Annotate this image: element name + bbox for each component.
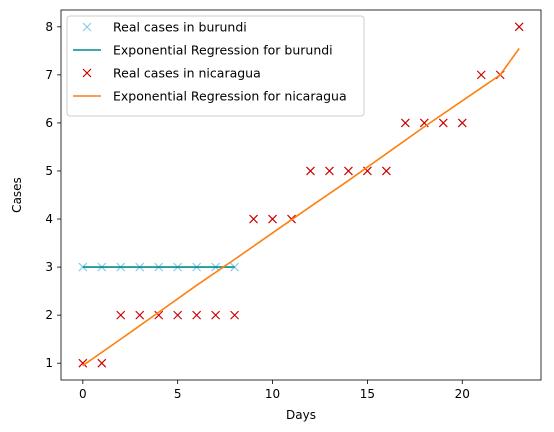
- data-point: [476, 70, 486, 80]
- series-3: [82, 47, 520, 367]
- data-point: [192, 310, 202, 320]
- data-point: [135, 310, 145, 320]
- y-tick-label: 8: [45, 20, 53, 34]
- legend-label: Exponential Regression for burundi: [113, 43, 333, 58]
- data-point: [173, 310, 183, 320]
- data-point: [438, 118, 448, 128]
- data-point: [211, 310, 221, 320]
- data-point: [249, 214, 258, 224]
- y-axis-label: Cases: [10, 177, 24, 213]
- data-point: [306, 166, 315, 176]
- data-point: [344, 166, 353, 176]
- data-point: [116, 310, 126, 320]
- x-tick-label: 20: [455, 387, 470, 401]
- y-tick-label: 4: [45, 212, 53, 226]
- legend-item: Real cases in nicaragua: [82, 66, 261, 81]
- y-tick-label: 5: [45, 164, 53, 178]
- data-point: [381, 166, 391, 176]
- legend-item: Real cases in burundi: [82, 20, 247, 35]
- legend-swatch: [82, 68, 92, 78]
- data-point: [78, 358, 88, 368]
- legend-swatch: [82, 22, 92, 32]
- legend-frame: [66, 15, 365, 117]
- y-tick-label: 6: [45, 116, 53, 130]
- x-tick-label: 10: [265, 387, 280, 401]
- x-tick-label: 0: [79, 387, 87, 401]
- x-tick-label: 5: [174, 387, 182, 401]
- data-point: [457, 118, 467, 128]
- plot-marks: [78, 22, 524, 368]
- series-line: [82, 47, 520, 367]
- y-axis-ticks: 1 2 3 4 5 6 7 8: [45, 20, 61, 370]
- series-2: [78, 22, 524, 368]
- legend-label: Exponential Regression for nicaragua: [113, 89, 347, 104]
- x-axis-label: Days: [286, 408, 316, 422]
- data-point: [230, 262, 240, 272]
- y-tick-label: 3: [45, 260, 53, 274]
- legend-item: Exponential Regression for nicaragua: [73, 89, 347, 104]
- legend-label: Real cases in burundi: [113, 20, 247, 35]
- x-tick-label: 15: [360, 387, 375, 401]
- data-point: [268, 214, 277, 224]
- data-point: [230, 310, 240, 320]
- data-point: [514, 22, 524, 32]
- legend: Real cases in burundi Exponential Regress…: [66, 15, 365, 117]
- data-point: [97, 358, 107, 368]
- x-axis-ticks: 0 5 10 15 20: [79, 380, 470, 401]
- data-point: [400, 118, 410, 128]
- legend-item: Exponential Regression for burundi: [73, 43, 333, 58]
- y-tick-label: 1: [45, 356, 53, 370]
- legend-label: Real cases in nicaragua: [113, 66, 261, 81]
- y-tick-label: 7: [45, 68, 53, 82]
- data-point: [325, 166, 334, 176]
- y-tick-label: 2: [45, 308, 53, 322]
- data-point: [154, 310, 164, 320]
- plot-frame: [60, 9, 542, 381]
